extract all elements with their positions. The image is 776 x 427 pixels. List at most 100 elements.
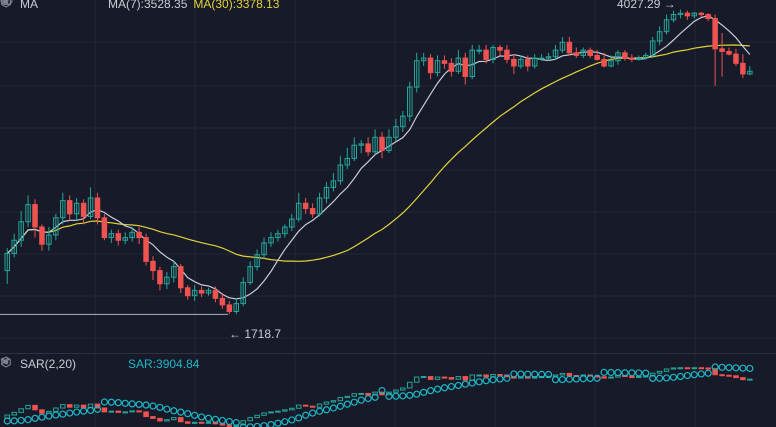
sar-dot <box>364 394 372 403</box>
sar-candle <box>101 407 108 413</box>
candle-body <box>469 49 475 78</box>
ma-indicator-header: MA MA(7):3528.35 MA(30):3378.13 <box>0 0 279 12</box>
sar-candle <box>407 381 413 389</box>
sar-candle <box>32 404 38 411</box>
sar-candle <box>261 412 267 416</box>
sar-candle <box>233 424 240 427</box>
sar-dot <box>191 411 199 419</box>
sar-indicator-header: SAR(2,20) SAR:3904.84 <box>0 356 199 372</box>
sar-candle <box>469 374 475 381</box>
candle-body <box>108 233 115 239</box>
sar-dot <box>718 363 726 371</box>
close-icon[interactable] <box>1 357 119 371</box>
sar-value: SAR:3904.84 <box>128 357 200 371</box>
gear-icon[interactable] <box>1 356 99 371</box>
sar-dot <box>392 392 400 400</box>
sar-candle <box>80 404 87 409</box>
ma30-value: MA(30):3378.13 <box>193 0 280 11</box>
sar-dot <box>253 422 261 427</box>
sar-candle <box>53 407 59 412</box>
eye-icon[interactable] <box>0 0 61 11</box>
candle-body <box>455 57 462 72</box>
sar-dot <box>59 410 67 418</box>
sar-dot <box>239 423 247 427</box>
sar-candle <box>157 417 163 422</box>
sar-dot <box>378 386 386 395</box>
sar-dot <box>531 370 539 378</box>
candle-body <box>164 276 170 285</box>
sar-candle <box>18 408 24 413</box>
close-icon[interactable] <box>1 0 101 11</box>
sar-dot <box>579 375 587 383</box>
sar-dot <box>114 399 122 407</box>
sar-dot <box>315 407 324 415</box>
sar-dot <box>350 398 358 406</box>
sar-dot <box>538 370 546 378</box>
candle-body <box>747 70 753 75</box>
candle-body <box>483 49 489 60</box>
candle-body <box>663 19 670 33</box>
candle-body <box>642 54 649 59</box>
sar-dot <box>184 410 192 418</box>
candle-body <box>11 239 17 254</box>
sar-dot <box>662 374 671 382</box>
candle-body <box>198 289 205 294</box>
candle-body <box>282 226 288 235</box>
sar-dot <box>635 369 643 377</box>
sar-dot <box>24 416 32 424</box>
sar-candle <box>608 376 614 379</box>
sar-candle <box>219 423 226 426</box>
sar-candle <box>483 374 489 378</box>
sar-dot <box>739 364 747 372</box>
candle-body <box>372 136 378 153</box>
sar-dot <box>746 364 754 373</box>
candle-body <box>4 252 10 272</box>
sar-dot <box>482 377 490 385</box>
sar-dot <box>697 370 705 378</box>
sar-candle <box>129 410 135 413</box>
candle-body <box>191 289 198 297</box>
candle-body <box>545 56 552 59</box>
sar-candle <box>302 404 309 407</box>
sar-candle <box>143 411 149 418</box>
candle-body <box>448 62 455 72</box>
sar-candle <box>358 392 364 395</box>
sar-dot <box>149 402 157 410</box>
sar-candle <box>601 376 607 379</box>
candle-body <box>497 47 503 51</box>
candle-body <box>393 126 399 138</box>
sar-dot <box>10 417 18 425</box>
sar-dot <box>413 390 421 398</box>
sar-candle <box>455 376 462 380</box>
sar-dot <box>385 392 393 400</box>
candle-body <box>504 49 510 60</box>
candle-body <box>316 197 323 215</box>
sar-candle <box>330 400 337 403</box>
high-price-label: 4027.29 → <box>617 0 676 11</box>
candle-body <box>656 31 663 42</box>
sar-candle <box>649 372 656 377</box>
gear-icon[interactable] <box>1 0 81 11</box>
sar-candle <box>386 391 392 396</box>
candle-body <box>379 136 385 151</box>
candle-body <box>46 234 52 245</box>
sar-candle <box>268 411 274 414</box>
candle-body <box>205 289 212 294</box>
sar-dot <box>517 370 525 378</box>
candle-body <box>587 49 593 56</box>
sar-dot <box>426 387 435 395</box>
candle-body <box>511 58 517 67</box>
candle-body <box>150 260 156 272</box>
sar-dot <box>510 370 518 378</box>
candle-body <box>254 254 260 268</box>
candle-body <box>171 266 177 278</box>
sar-dot <box>225 417 233 426</box>
sar-dot <box>447 382 456 391</box>
sar-candle <box>150 416 156 419</box>
sar-candle <box>559 372 566 376</box>
sar-dot <box>197 413 206 421</box>
sar-dot <box>503 374 511 382</box>
sar-candle <box>497 373 503 376</box>
